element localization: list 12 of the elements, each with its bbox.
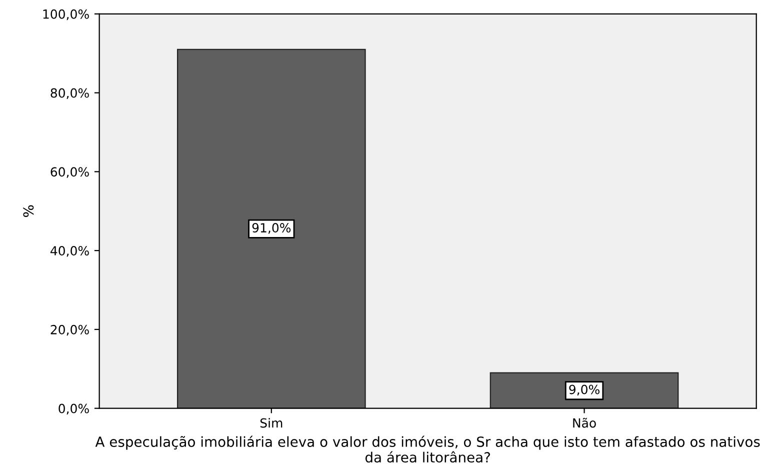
- y-tick-label: 0,0%: [58, 404, 89, 415]
- y-axis-title: %: [23, 205, 34, 217]
- y-tick-label: 20,0%: [50, 324, 89, 336]
- y-tick-label: 60,0%: [50, 167, 89, 178]
- y-tick-label: 100,0%: [43, 9, 89, 20]
- x-tick-label: Não: [573, 418, 596, 428]
- data-label: 9,0%: [569, 384, 600, 396]
- data-label: 91,0%: [252, 223, 291, 234]
- y-tick-label: 40,0%: [50, 246, 89, 257]
- x-tick-label: Sim: [260, 418, 282, 428]
- x-axis-title: A especulação imobiliária eleva o valor dos imóveis, o Sr acha que isto tem afastado os nativos da área litorânea?: [95, 436, 760, 463]
- y-tick-label: 80,0%: [50, 88, 89, 99]
